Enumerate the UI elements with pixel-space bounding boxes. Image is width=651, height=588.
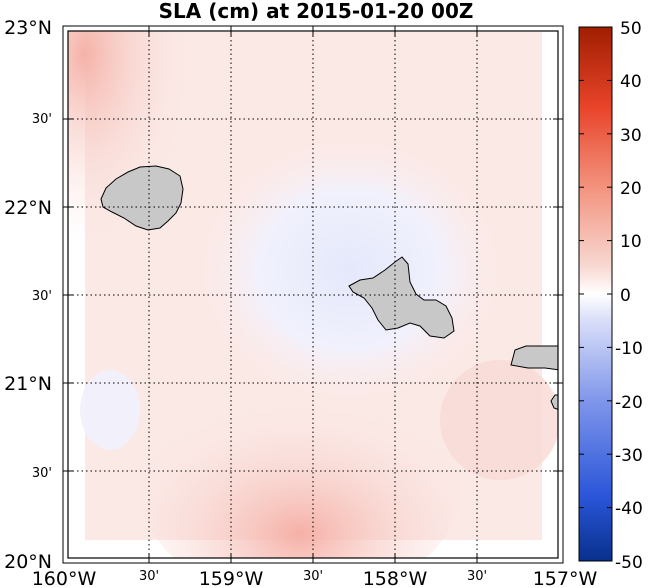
x-label-157w: 157°W [533, 568, 598, 588]
x-label-159-30: 30' [139, 569, 159, 584]
y-axis-labels: 23°N 30' 22°N 30' 21°N 30' 20°N [4, 17, 52, 573]
sla-high-east [440, 360, 558, 480]
y-label-20-30: 30' [32, 466, 52, 481]
colorbar-label-20: 20 [620, 179, 642, 199]
colorbar-label-neg50: -50 [615, 553, 643, 573]
x-label-157-30: 30' [467, 569, 487, 584]
colorbar-label-10: 10 [620, 232, 642, 252]
x-label-158w: 158°W [363, 568, 428, 588]
x-label-159w: 159°W [199, 568, 264, 588]
x-axis-labels: 160°W 30' 159°W 30' 158°W 30' 157°W [32, 568, 598, 588]
colorbar-label-30: 30 [620, 126, 642, 146]
y-label-22-30: 30' [32, 112, 52, 127]
colorbar-label-neg10: -10 [615, 339, 643, 359]
colorbar-label-neg40: -40 [615, 499, 643, 519]
x-label-158-30: 30' [303, 569, 323, 584]
molokai-island [510, 345, 558, 371]
y-label-22n: 22°N [4, 197, 52, 219]
y-label-20n: 20°N [4, 551, 52, 573]
colorbar-label-40: 40 [620, 72, 642, 92]
colorbar-gradient [578, 26, 613, 562]
map-plot-area [68, 31, 558, 558]
colorbar-label-50: 50 [620, 19, 642, 39]
colorbar: 50 40 30 20 10 0 -10 -20 -30 -40 -50 [578, 19, 643, 573]
sla-low-west [80, 370, 140, 450]
y-label-21-30: 30' [32, 289, 52, 304]
colorbar-label-neg30: -30 [615, 446, 643, 466]
grid-lines [68, 31, 558, 558]
lanai-island [550, 394, 558, 410]
frame-ticks [63, 26, 563, 563]
colorbar-label-neg20: -20 [615, 393, 643, 413]
sla-low-center [200, 140, 500, 400]
y-label-21n: 21°N [4, 373, 52, 395]
y-label-23n: 23°N [4, 17, 52, 39]
colorbar-ticks [579, 26, 612, 509]
map-title: SLA (cm) at 2015-01-20 00Z [159, 0, 474, 23]
x-label-160w: 160°W [32, 568, 97, 588]
sla-high-west [68, 31, 210, 310]
sla-high-south [140, 380, 460, 558]
kauai-island [100, 165, 184, 231]
colorbar-label-0: 0 [620, 286, 631, 306]
